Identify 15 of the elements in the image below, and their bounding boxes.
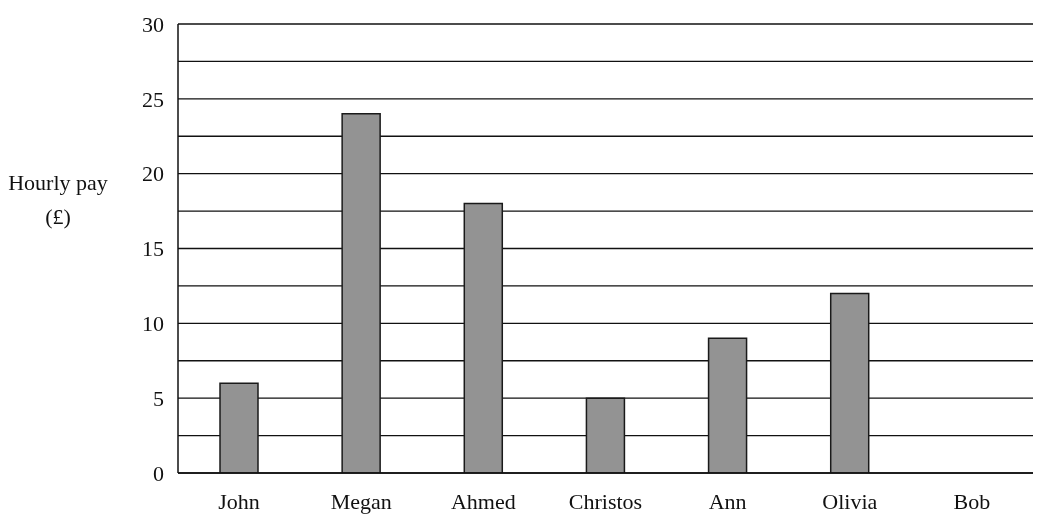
y-axis-title: Hourly pay (£)	[8, 169, 108, 231]
x-tick-label: Christos	[568, 488, 643, 514]
x-tick-label: Olivia	[822, 488, 878, 514]
y-tick-label: 20	[142, 161, 164, 187]
y-tick-label: 5	[153, 385, 164, 411]
x-tick-label: Ahmed	[450, 488, 516, 514]
y-tick-label: 25	[142, 86, 164, 112]
y-tick-label: 10	[142, 311, 164, 337]
x-tick-label: John	[218, 488, 260, 514]
x-tick-label: Megan	[330, 488, 392, 514]
y-tick-label: 30	[142, 11, 164, 37]
y-tick-label: 0	[153, 460, 164, 486]
y-tick-label: 15	[142, 236, 164, 262]
x-tick-label: Ann	[708, 488, 747, 514]
x-tick-label: Bob	[953, 488, 991, 514]
